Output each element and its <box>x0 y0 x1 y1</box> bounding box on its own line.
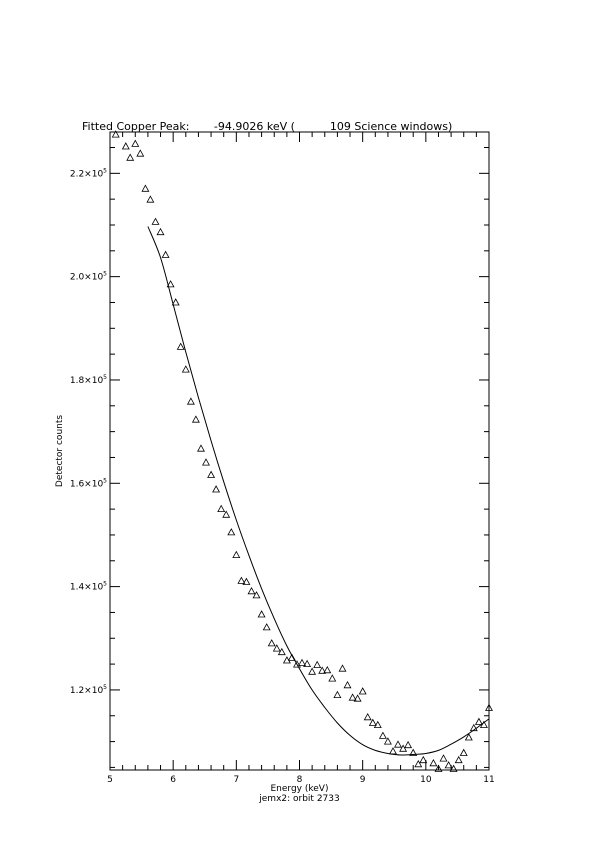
x-tick-label: 8 <box>297 775 303 785</box>
data-point <box>111 130 120 138</box>
data-point <box>363 712 372 721</box>
data-point <box>217 504 226 513</box>
data-point <box>373 720 382 728</box>
data-point <box>313 660 322 668</box>
data-point <box>348 693 357 701</box>
data-point <box>389 747 397 755</box>
data-point <box>414 759 423 768</box>
data-point <box>121 142 130 150</box>
data-point <box>459 748 468 756</box>
x-tick-label: 11 <box>483 775 494 785</box>
data-point <box>439 754 448 762</box>
chart-title: Fitted Copper Peak: -94.9026 keV ( 109 S… <box>82 120 452 133</box>
data-point <box>207 470 216 478</box>
data-point <box>232 550 241 558</box>
data-point <box>171 298 180 306</box>
data-point <box>419 755 428 764</box>
data-point <box>353 694 362 702</box>
data-point <box>212 485 221 493</box>
data-point <box>146 195 155 203</box>
data-point <box>383 737 392 745</box>
data-point <box>202 458 210 466</box>
data-point <box>318 666 327 674</box>
data-point <box>328 674 337 682</box>
y-tick-label: 1.8×105 <box>70 374 107 386</box>
data-point <box>409 748 418 756</box>
data-point <box>161 250 170 258</box>
data-point <box>131 139 140 147</box>
data-point <box>394 740 402 748</box>
data-point <box>303 659 312 667</box>
data-point <box>293 660 301 668</box>
x-tick-label: 6 <box>170 775 176 785</box>
chart-subtitle: jemx2: orbit 2733 <box>258 794 339 804</box>
data-point <box>454 755 463 764</box>
y-axis-label: Detector counts <box>55 415 65 487</box>
data-point <box>267 639 276 647</box>
plot-frame <box>109 131 490 771</box>
data-point <box>237 576 246 584</box>
data-point <box>333 690 342 698</box>
data-point <box>358 687 367 695</box>
data-point <box>399 744 408 752</box>
data-point <box>181 365 190 373</box>
fit-curve-group <box>147 226 490 756</box>
fit-curve <box>147 226 490 756</box>
x-tick-label: 10 <box>420 775 432 785</box>
data-point <box>166 280 175 288</box>
data-points <box>111 130 493 772</box>
data-point <box>464 733 473 741</box>
data-point <box>126 153 135 161</box>
data-point <box>191 415 200 423</box>
data-point <box>378 731 387 739</box>
data-point <box>156 227 165 236</box>
data-point <box>338 664 347 672</box>
data-point <box>222 510 231 518</box>
data-point <box>257 610 266 618</box>
data-point <box>368 718 377 726</box>
x-tick-label: 9 <box>360 775 366 785</box>
y-tick-label: 1.6×105 <box>70 477 107 489</box>
data-point <box>298 658 306 666</box>
data-point <box>252 591 261 599</box>
y-tick-label: 1.2×105 <box>70 684 107 696</box>
data-point <box>186 397 195 405</box>
data-point <box>485 703 493 711</box>
data-point <box>176 342 185 350</box>
data-point <box>242 577 251 585</box>
data-point <box>474 717 483 725</box>
x-tick-label: 5 <box>107 775 113 785</box>
y-tick-label: 2.2×105 <box>70 167 107 179</box>
x-tick-labels: 5 6 7 8 9 10 11 <box>107 775 495 785</box>
data-point <box>434 764 443 772</box>
data-point <box>343 680 352 689</box>
data-point <box>479 720 488 728</box>
x-tick-label: 7 <box>233 775 239 785</box>
data-point <box>151 217 160 225</box>
data-point <box>227 528 236 536</box>
data-point <box>262 623 271 631</box>
data-point <box>277 647 286 656</box>
data-point <box>469 723 478 732</box>
data-point <box>141 184 150 192</box>
data-point <box>136 149 145 157</box>
data-point <box>444 761 453 769</box>
y-tick-label: 2.0×105 <box>70 271 107 283</box>
data-point <box>272 644 281 652</box>
x-axis-label: Energy (keV) <box>271 784 329 794</box>
data-point <box>247 586 256 595</box>
data-point <box>197 444 205 452</box>
data-point <box>287 653 296 661</box>
y-tick-label: 1.4×105 <box>70 581 107 593</box>
y-tick-labels: 1.2×105 1.4×105 1.6×105 1.8×105 2.0×105 2.2×1… <box>70 167 107 696</box>
data-point <box>404 740 413 749</box>
data-point <box>449 764 458 772</box>
axis-ticks <box>109 132 490 770</box>
data-point <box>429 758 438 767</box>
data-point <box>308 667 317 675</box>
data-point <box>323 665 332 674</box>
